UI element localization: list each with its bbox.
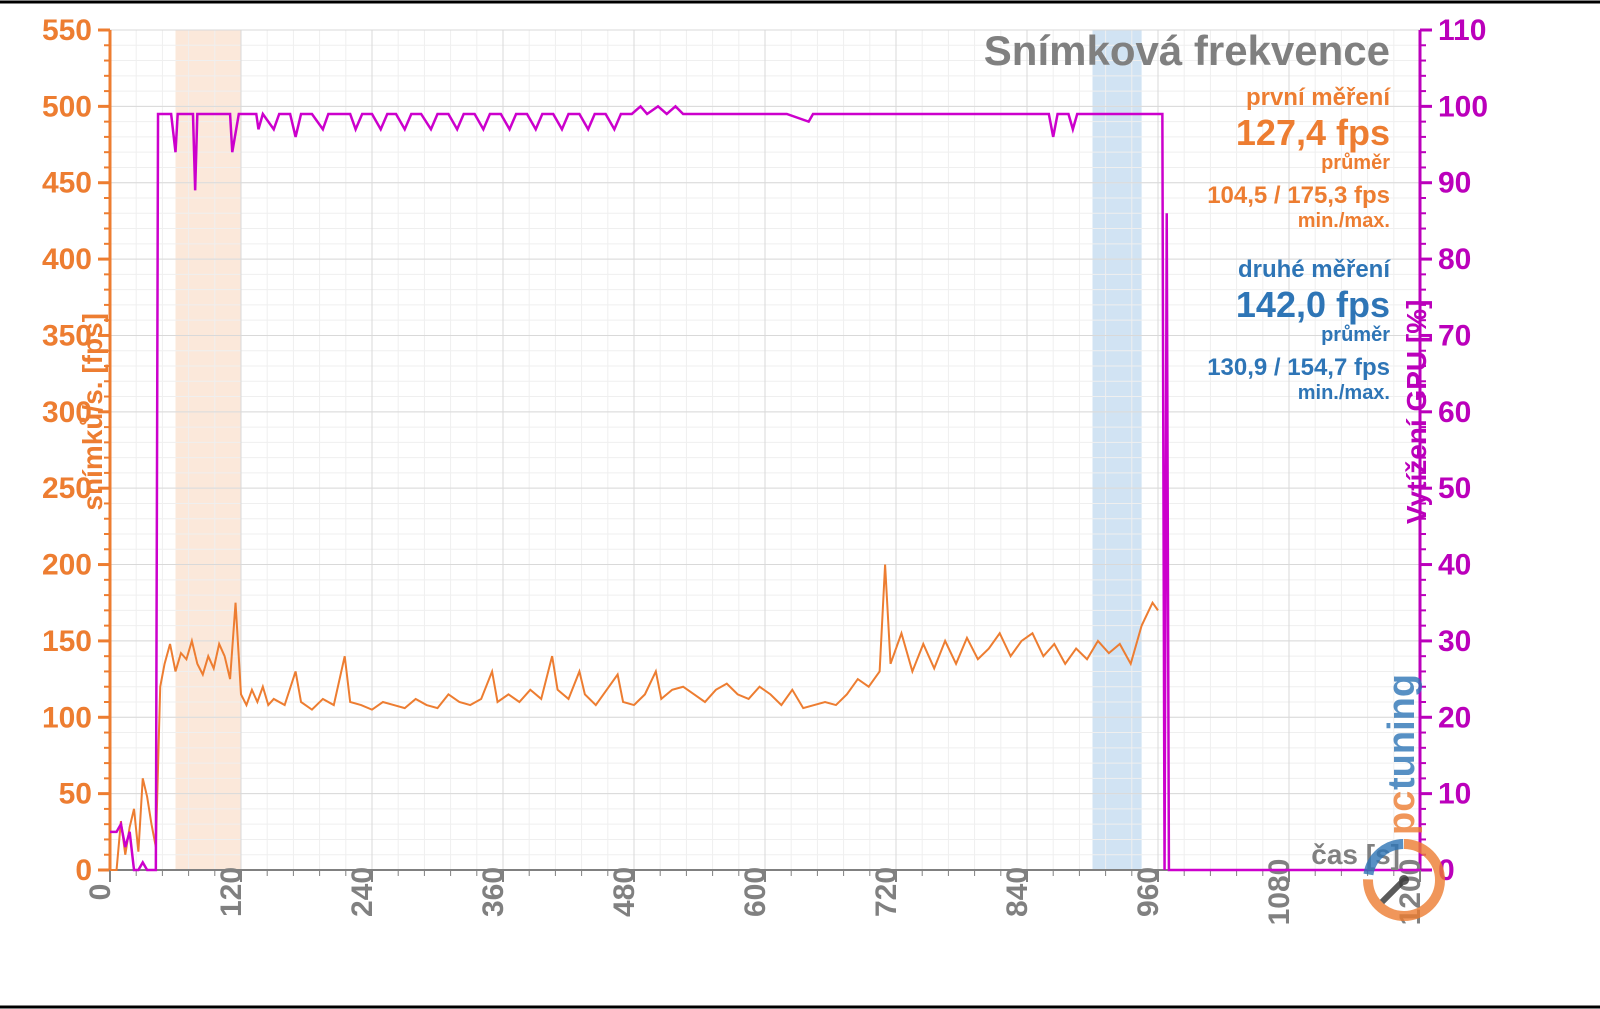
svg-text:840: 840 <box>1001 867 1034 917</box>
m2-avg-sub: průměr <box>1321 324 1390 346</box>
svg-text:30: 30 <box>1438 625 1471 658</box>
svg-text:360: 360 <box>477 867 510 917</box>
svg-text:550: 550 <box>42 14 92 47</box>
svg-text:pc: pc <box>1381 791 1423 835</box>
m1-range-sub: min./max. <box>1298 210 1390 232</box>
line-chart: 0501001502002503003504004505005500102030… <box>0 0 1600 1009</box>
m2-range-sub: min./max. <box>1298 382 1390 404</box>
svg-text:100: 100 <box>1438 90 1488 123</box>
svg-text:480: 480 <box>608 867 641 917</box>
svg-text:90: 90 <box>1438 167 1471 200</box>
grid-major <box>110 30 1420 870</box>
svg-text:80: 80 <box>1438 243 1471 276</box>
svg-text:40: 40 <box>1438 549 1471 582</box>
svg-text:110: 110 <box>1438 14 1486 47</box>
svg-text:70: 70 <box>1438 319 1471 352</box>
svg-text:200: 200 <box>42 549 92 582</box>
m2-avg: 142,0 fps <box>1236 284 1390 325</box>
svg-text:60: 60 <box>1438 396 1471 429</box>
svg-text:10: 10 <box>1438 778 1471 811</box>
y-right-label: Vytížení GPU [%] <box>1401 300 1432 525</box>
x-axis: 012024036048060072084096010801200 <box>84 859 1427 926</box>
y-left-label: snímků/s. [fps] <box>77 313 108 511</box>
svg-text:400: 400 <box>42 243 92 276</box>
svg-text:960: 960 <box>1132 867 1165 917</box>
m2-range: 130,9 / 154,7 fps <box>1207 354 1390 381</box>
m1-avg-sub: průměr <box>1321 152 1390 174</box>
svg-text:120: 120 <box>215 867 248 917</box>
svg-text:500: 500 <box>42 90 92 123</box>
svg-text:50: 50 <box>59 778 92 811</box>
svg-text:100: 100 <box>42 701 92 734</box>
svg-text:720: 720 <box>870 867 903 917</box>
svg-text:0: 0 <box>75 854 92 887</box>
svg-text:150: 150 <box>42 625 92 658</box>
m2-label: druhé měření <box>1238 256 1391 283</box>
svg-text:450: 450 <box>42 167 92 200</box>
svg-text:50: 50 <box>1438 472 1471 505</box>
chart-container: 0501001502002503003504004505005500102030… <box>0 0 1600 1009</box>
chart-title: Snímková frekvence <box>984 27 1390 74</box>
svg-text:600: 600 <box>739 867 772 917</box>
svg-text:1080: 1080 <box>1263 859 1296 926</box>
svg-text:0: 0 <box>84 884 117 901</box>
highlight-bands <box>176 30 1142 870</box>
m1-avg: 127,4 fps <box>1236 112 1390 153</box>
m1-range: 104,5 / 175,3 fps <box>1207 182 1390 209</box>
svg-text:20: 20 <box>1438 701 1471 734</box>
svg-text:tuning: tuning <box>1381 674 1423 790</box>
m1-label: první měření <box>1246 84 1391 111</box>
svg-text:240: 240 <box>346 867 379 917</box>
